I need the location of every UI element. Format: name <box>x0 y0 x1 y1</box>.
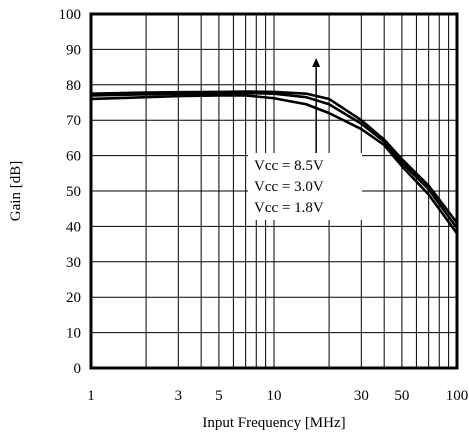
plot-frame <box>89 12 459 370</box>
y-tick-label: 20 <box>66 290 81 306</box>
x-tick-label: 30 <box>354 388 369 404</box>
y-tick-label: 30 <box>66 255 81 271</box>
x-axis-label: Input Frequency [MHz] <box>202 415 345 431</box>
y-tick-label: 40 <box>66 219 81 235</box>
frame-layer <box>89 12 459 370</box>
annotation-arrow-head <box>312 58 321 68</box>
x-tick-label: 3 <box>175 388 183 404</box>
x-tick-label: 5 <box>215 388 223 404</box>
annotation-line-3: Vcc = 1.8V <box>254 200 324 216</box>
y-tick-label: 90 <box>66 42 81 58</box>
y-axis-label: Gain [dB] <box>8 161 24 221</box>
x-tick-label: 1 <box>87 388 95 404</box>
y-tick-label: 60 <box>66 149 81 165</box>
y-tick-label: 0 <box>74 361 82 377</box>
series-line-2 <box>89 91 459 230</box>
annotation-background <box>248 153 362 220</box>
series-layer <box>89 90 459 235</box>
tick-layer: 0 10 20 30 40 50 60 70 80 90 100 1 3 5 10 30 50 100 <box>59 7 469 404</box>
annotation-line-1: Vcc = 8.5V <box>254 158 324 174</box>
annotation-layer: Vcc = 8.5V Vcc = 3.0V Vcc = 1.8V <box>248 58 362 220</box>
annotation-line-2: Vcc = 3.0V <box>254 179 324 195</box>
y-tick-label: 100 <box>59 7 82 23</box>
x-tick-label: 50 <box>394 388 409 404</box>
y-tick-label: 70 <box>66 113 81 129</box>
y-tick-label: 10 <box>66 326 81 342</box>
series-line-1 <box>89 90 459 225</box>
series-line-3 <box>89 94 459 235</box>
x-tick-label: 10 <box>267 388 282 404</box>
x-tick-label: 100 <box>446 388 469 404</box>
y-tick-label: 80 <box>66 78 81 94</box>
y-tick-label: 50 <box>66 184 81 200</box>
